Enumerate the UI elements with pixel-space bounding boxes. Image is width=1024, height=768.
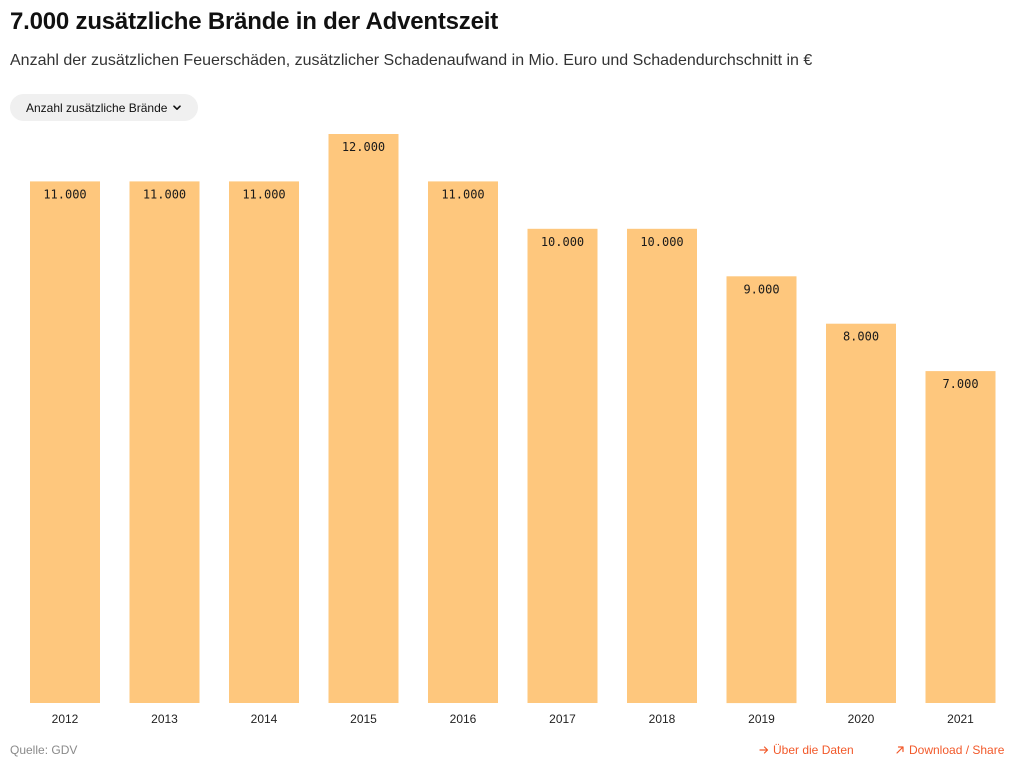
source-note: Quelle: GDV [10, 743, 78, 757]
about-data-label: Über die Daten [773, 743, 854, 757]
bar-2017[interactable] [527, 228, 598, 704]
download-share-label: Download / Share [909, 743, 1005, 757]
metric-dropdown-label: Anzahl zusätzliche Brände [26, 100, 168, 115]
about-data-link[interactable]: Über die Daten [759, 743, 854, 757]
download-share-link[interactable]: Download / Share [895, 743, 1004, 757]
x-tick-label-2012: 2012 [52, 712, 79, 726]
x-tick-label-2018: 2018 [649, 712, 676, 726]
bar-2016[interactable] [428, 181, 498, 703]
x-tick-label-2016: 2016 [450, 712, 477, 726]
bar-2021[interactable] [925, 371, 996, 703]
arrow-right-icon [759, 746, 769, 754]
x-axis: 2012 2013 2014 2015 2016 2017 2018 2019 2020 2021 [52, 712, 975, 726]
x-tick-label-2015: 2015 [350, 712, 377, 726]
x-tick-label-2013: 2013 [151, 712, 178, 726]
x-tick-label-2017: 2017 [549, 712, 576, 726]
metric-dropdown[interactable]: Anzahl zusätzliche Brände [10, 94, 199, 121]
bar-2013[interactable] [129, 181, 200, 703]
chevron-down-icon [173, 104, 182, 110]
x-tick-label-2019: 2019 [748, 712, 775, 726]
bar-2020[interactable] [826, 323, 896, 703]
bar-2012[interactable] [30, 181, 100, 703]
bar-2015[interactable] [328, 134, 399, 703]
chart-subtitle: Anzahl der zusätzlichen Feuerschäden, zu… [10, 52, 813, 69]
arrow-up-right-icon [896, 746, 904, 754]
x-tick-label-2020: 2020 [848, 712, 875, 726]
bar-2018[interactable] [627, 228, 697, 704]
bars-group [30, 134, 996, 704]
bar-2019[interactable] [726, 276, 797, 704]
chart-title: 7.000 zusätzliche Brände in der Adventsz… [10, 8, 499, 35]
bar-2014[interactable] [229, 181, 299, 703]
x-tick-label-2014: 2014 [251, 712, 278, 726]
x-tick-label-2021: 2021 [947, 712, 974, 726]
